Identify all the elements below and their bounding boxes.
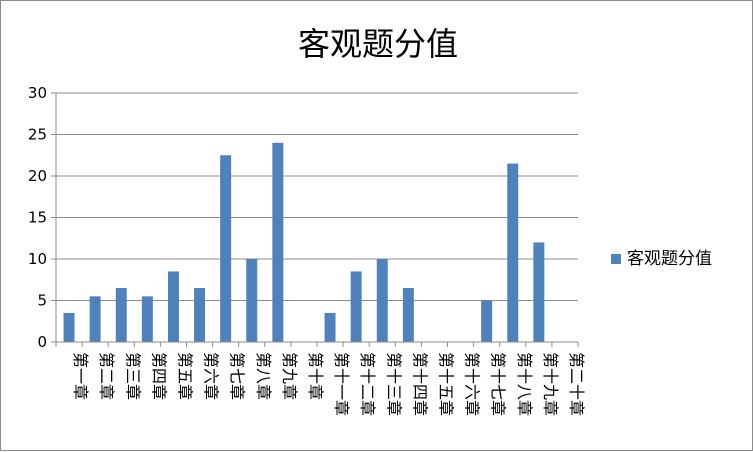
x-category-label: 第八章 <box>254 352 273 400</box>
bar <box>324 312 336 342</box>
y-tick-label: 10 <box>28 250 47 268</box>
legend: 客观题分值 <box>611 249 712 269</box>
bar <box>167 271 179 342</box>
x-category-text: 第九章 <box>280 352 299 400</box>
x-category-text: 第五章 <box>175 352 194 400</box>
x-category-label: 第十四章 <box>410 352 429 416</box>
x-category-label: 第五章 <box>175 352 194 400</box>
legend-swatch <box>611 254 621 264</box>
y-tick-label: 5 <box>37 292 47 310</box>
x-category-text: 第一章 <box>71 352 90 400</box>
y-tick-label: 25 <box>28 126 47 144</box>
bar <box>141 296 153 342</box>
x-axis-categories: 第一章 第二章 第三章 第四章 第五章 第六章 第七章 第八章 第九章 第十章 第十一章 第十二章 第十… <box>71 352 586 416</box>
x-category-label: 第六章 <box>202 352 221 400</box>
bar <box>89 296 101 342</box>
bar <box>194 288 206 342</box>
x-category-text: 第十二章 <box>358 352 377 416</box>
x-category-label: 第十一章 <box>332 352 351 416</box>
x-category-label: 第十二章 <box>358 352 377 416</box>
y-axis-ticks: 0 5 10 15 20 25 30 <box>28 84 47 351</box>
y-tick-label: 30 <box>28 84 47 102</box>
bar <box>507 163 519 342</box>
bar-series <box>63 142 545 342</box>
x-category-text: 第七章 <box>228 352 247 400</box>
gridlines <box>56 92 578 301</box>
x-category-text: 第二章 <box>97 352 116 400</box>
x-category-text: 第八章 <box>254 352 273 400</box>
legend-label: 客观题分值 <box>627 249 712 269</box>
axes <box>51 92 579 347</box>
x-category-label: 第十六章 <box>463 352 482 416</box>
x-category-label: 第十章 <box>306 352 325 400</box>
bar <box>533 242 545 342</box>
x-category-text: 第四章 <box>149 352 168 400</box>
x-category-label: 第十八章 <box>515 352 534 416</box>
x-category-text: 第十八章 <box>515 352 534 416</box>
x-category-text: 第十四章 <box>410 352 429 416</box>
x-category-text: 第十三章 <box>384 352 403 416</box>
x-category-text: 第六章 <box>202 352 221 400</box>
x-category-label: 第十三章 <box>384 352 403 416</box>
bar <box>220 155 232 342</box>
bar <box>246 259 258 342</box>
bar <box>481 300 493 342</box>
x-category-text: 第十一章 <box>332 352 351 416</box>
x-category-label: 第二章 <box>97 352 116 400</box>
x-category-label: 第一章 <box>71 352 90 400</box>
x-category-text: 第十九章 <box>541 352 560 416</box>
bar <box>63 312 75 342</box>
x-category-text: 第十七章 <box>489 352 508 416</box>
y-tick-label: 15 <box>28 209 47 227</box>
x-category-label: 第三章 <box>123 352 142 400</box>
bar <box>376 259 388 342</box>
y-tick-label: 0 <box>37 333 47 351</box>
x-category-label: 第十九章 <box>541 352 560 416</box>
y-tick-label: 20 <box>28 167 47 185</box>
x-category-text: 第二十章 <box>567 352 586 416</box>
x-category-label: 第十五章 <box>436 352 455 416</box>
bar <box>115 288 127 342</box>
x-category-label: 第四章 <box>149 352 168 400</box>
bar <box>350 271 362 342</box>
x-category-text: 第十六章 <box>463 352 482 416</box>
x-category-text: 第十五章 <box>436 352 455 416</box>
x-category-label: 第七章 <box>228 352 247 400</box>
chart-title: 客观题分值 <box>298 25 458 63</box>
x-category-label: 第九章 <box>280 352 299 400</box>
x-category-label: 第十七章 <box>489 352 508 416</box>
x-category-text: 第三章 <box>123 352 142 400</box>
x-category-text: 第十章 <box>306 352 325 400</box>
x-category-label: 第二十章 <box>567 352 586 416</box>
bar <box>272 142 284 342</box>
bar <box>402 288 414 342</box>
